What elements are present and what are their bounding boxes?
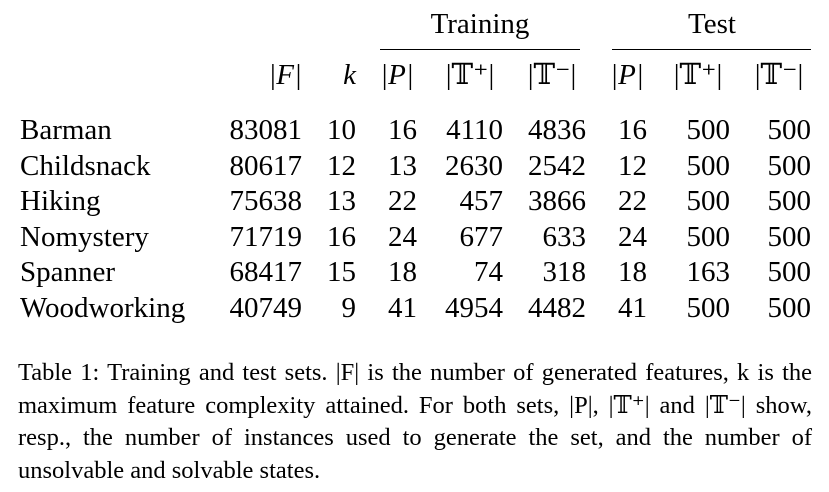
row-domain-label: Woodworking	[20, 292, 186, 324]
table-cell-k: 12	[327, 149, 356, 182]
row-domain-label: Hiking	[20, 185, 101, 218]
results-table: Training Test |F| k |P| |𝕋⁺| |𝕋⁻| |P| |𝕋…	[20, 8, 812, 324]
table-cell-test-Tplus: 500	[686, 292, 731, 324]
table-cell-train-Tplus: 74	[474, 256, 503, 289]
column-header-F: |F|	[268, 59, 302, 91]
column-header-train-P: |P|	[380, 59, 414, 91]
table-cell-F: 68417	[229, 256, 303, 289]
table-cell-test-Tminus: 500	[767, 256, 812, 289]
table-cell-test-P: 16	[618, 114, 647, 146]
caption-text: Training and test sets. |F| is the numbe…	[18, 359, 813, 484]
table-cell-train-P: 13	[388, 149, 417, 182]
column-header-k: k	[343, 59, 356, 91]
column-header-test-Tminus: |𝕋⁻|	[754, 59, 804, 91]
table-cell-test-P: 41	[618, 292, 647, 324]
table-cell-test-Tplus: 500	[686, 114, 731, 146]
table-cell-test-Tminus: 500	[767, 185, 812, 218]
table-cell-F: 40749	[229, 292, 303, 324]
table-cell-test-Tminus: 500	[767, 114, 812, 146]
table-cell-train-P: 16	[388, 114, 417, 146]
table-cell-F: 71719	[229, 220, 303, 253]
column-header-test-Tplus: |𝕋⁺|	[673, 59, 723, 91]
test-underline	[612, 49, 811, 51]
table-cell-train-P: 24	[388, 220, 417, 253]
table-cell-train-P: 41	[388, 292, 417, 324]
table-cell-train-Tplus: 677	[459, 220, 504, 253]
table-cell-test-Tplus: 500	[686, 185, 731, 218]
table-cell-train-P: 22	[388, 185, 417, 218]
row-domain-label: Nomystery	[20, 220, 149, 253]
table-cell-train-Tplus: 2630	[445, 149, 503, 182]
table-cell-test-P: 18	[618, 256, 647, 289]
table-cell-train-Tplus: 457	[459, 185, 504, 218]
table-cell-k: 13	[327, 185, 356, 218]
row-domain-label: Spanner	[20, 256, 116, 289]
table-cell-train-Tminus: 318	[542, 256, 587, 289]
row-domain-label: Childsnack	[20, 149, 151, 182]
column-header-test-P: |P|	[610, 59, 644, 91]
table-cell-train-Tminus: 3866	[528, 185, 586, 218]
table-cell-test-Tplus: 500	[686, 149, 731, 182]
group-header-training: Training	[430, 8, 530, 40]
table-cell-train-P: 18	[388, 256, 417, 289]
table-cell-test-Tminus: 500	[767, 220, 812, 253]
table-cell-train-Tminus: 4482	[528, 292, 586, 324]
table-cell-test-P: 24	[618, 220, 647, 253]
table-cell-train-Tminus: 4836	[528, 114, 586, 146]
table-cell-k: 9	[341, 292, 357, 324]
table-cell-test-P: 22	[618, 185, 647, 218]
caption-label: Table 1:	[18, 359, 100, 386]
table-cell-k: 16	[327, 220, 356, 253]
table-caption: Table 1: Training and test sets. |F| is …	[18, 357, 812, 487]
column-header-train-Tplus: |𝕋⁺|	[445, 59, 495, 91]
table-cell-test-Tminus: 500	[767, 292, 812, 324]
table-cell-k: 10	[327, 114, 356, 146]
table-cell-test-Tminus: 500	[767, 149, 812, 182]
table-cell-train-Tplus: 4954	[445, 292, 503, 324]
table-cell-train-Tminus: 633	[542, 220, 587, 253]
table-cell-F: 83081	[229, 114, 303, 146]
row-domain-label: Barman	[20, 114, 112, 146]
table-cell-train-Tplus: 4110	[446, 114, 503, 146]
column-header-train-Tminus: |𝕋⁻|	[527, 59, 577, 91]
table-cell-test-P: 12	[618, 149, 647, 182]
table-cell-test-Tplus: 500	[686, 220, 731, 253]
table-cell-train-Tminus: 2542	[528, 149, 586, 182]
group-header-test: Test	[688, 8, 736, 40]
table-cell-k: 15	[327, 256, 356, 289]
table-cell-F: 75638	[229, 185, 303, 218]
training-underline	[380, 49, 580, 51]
table-cell-test-Tplus: 163	[686, 256, 731, 289]
table-cell-F: 80617	[229, 149, 303, 182]
